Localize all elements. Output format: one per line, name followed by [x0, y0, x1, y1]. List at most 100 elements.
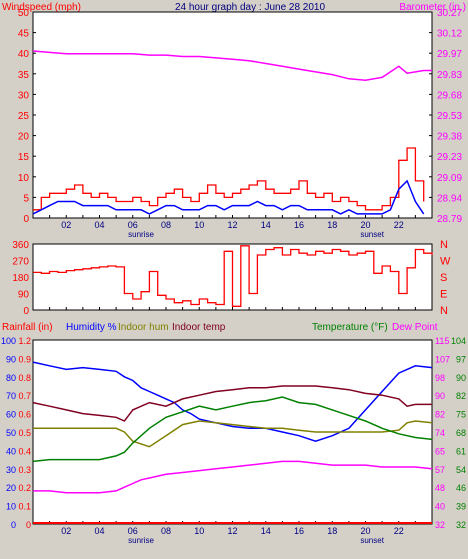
humidity-tick-label: 70	[6, 391, 16, 401]
indoor-temp-axis-title: Indoor temp	[172, 322, 226, 333]
rainfall-tick-label: 0.7	[18, 391, 31, 401]
windspeed-x-tick-label: 06	[128, 220, 138, 230]
windspeed-tick-label: 15	[18, 152, 30, 163]
barometer-tick-label: 29.53	[437, 111, 462, 122]
windspeed-x-tick-label: 16	[294, 220, 304, 230]
sunset-label: sunset	[360, 230, 384, 239]
series-windspeed-gust	[33, 147, 425, 211]
windspeed-tick-label: 30	[18, 90, 30, 101]
dew-point-tick-label: 98	[435, 373, 445, 383]
compass-label: N	[440, 305, 448, 317]
humidity-x-tick-label: 02	[61, 526, 71, 536]
temperature-tick-label: 75	[456, 410, 466, 420]
temperature-tick-label: 39	[456, 502, 466, 512]
dew-point-tick-label: 48	[435, 483, 445, 493]
wind-direction-tick-label: 360	[12, 240, 29, 251]
temperature-tick-label: 46	[456, 483, 466, 493]
rainfall-tick-label: 0.3	[18, 465, 31, 475]
series-wind-direction	[33, 245, 433, 307]
windspeed-x-tick-label: 20	[360, 220, 370, 230]
rainfall-tick-label: 0.6	[18, 410, 31, 420]
humidity-tick-label: 30	[6, 465, 16, 475]
humidity-tick-label: 90	[6, 354, 16, 364]
wind-direction-tick-label: 0	[23, 306, 29, 317]
windspeed-tick-label: 20	[18, 132, 30, 143]
windspeed-x-tick-label: 14	[261, 220, 271, 230]
series-indoor-hum	[33, 420, 433, 448]
dew-point-tick-label: 32	[435, 520, 445, 530]
windspeed-tick-label: 35	[18, 70, 30, 81]
humidity-x-tick-label: 10	[194, 526, 204, 536]
windspeed-x-tick-label: 04	[94, 220, 104, 230]
windspeed-tick-label: 25	[18, 111, 30, 122]
indoor-hum-axis-title: Indoor hum	[118, 322, 169, 333]
rainfall-tick-label: 1.2	[18, 336, 31, 346]
wind-direction-tick-label: 270	[12, 257, 29, 268]
humidity-tick-label: 0	[11, 520, 16, 530]
series-windspeed-average	[32, 179, 425, 215]
temperature-tick-label: 90	[456, 373, 466, 383]
windspeed-tick-label: 5	[23, 193, 29, 204]
dew-point-tick-label: 115	[435, 336, 449, 346]
humidity-tick-label: 40	[6, 446, 16, 456]
windspeed-x-tick-label: 18	[327, 220, 337, 230]
windspeed-panel	[32, 11, 433, 219]
windspeed-tick-label: 45	[18, 29, 30, 40]
humidity-x-tick-label: 12	[227, 526, 237, 536]
humidity-tick-label: 10	[6, 502, 16, 512]
compass-label: N	[440, 239, 448, 251]
temperature-tick-label: 54	[456, 465, 466, 475]
dew-point-tick-label: 74	[435, 428, 445, 438]
windspeed-x-tick-label: 02	[61, 220, 71, 230]
dew-point-tick-label: 40	[435, 502, 445, 512]
rainfall-tick-label: 0.8	[18, 373, 31, 383]
humidity-tick-label: 80	[6, 373, 16, 383]
humidity-tick-label: 20	[6, 483, 16, 493]
dew-point-tick-label: 90	[435, 391, 445, 401]
barometer-tick-label: 29.83	[437, 70, 462, 81]
barometer-tick-label: 29.68	[437, 90, 462, 101]
barometer-tick-label: 29.23	[437, 152, 462, 163]
barometer-tick-label: 29.38	[437, 132, 462, 143]
wind-direction-tick-label: 90	[18, 290, 30, 301]
series-humidity	[32, 361, 433, 442]
barometer-tick-label: 29.09	[437, 173, 462, 184]
humidity-x-tick-label: 16	[294, 526, 304, 536]
dew-point-tick-label: 107	[435, 354, 450, 364]
dew-point-tick-label: 82	[435, 410, 445, 420]
series-barometer	[32, 50, 432, 81]
windspeed-axis-title: Windspeed (mph)	[2, 2, 81, 13]
rainfall-tick-label: 0.9	[18, 354, 31, 364]
temperature-tick-label: 32	[456, 520, 466, 530]
sunset-label: sunset	[360, 536, 384, 545]
rainfall-tick-label: 0.2	[18, 483, 31, 493]
sunrise-label: sunrise	[128, 230, 154, 239]
windspeed-x-tick-label: 10	[194, 220, 204, 230]
compass-label: W	[440, 256, 451, 268]
humidity-x-tick-label: 04	[94, 526, 104, 536]
humidity-x-tick-label: 06	[128, 526, 138, 536]
rainfall-tick-label: 0.4	[18, 446, 31, 456]
humidity-tick-label: 100	[1, 336, 16, 346]
temperature-tick-label: 61	[456, 446, 466, 456]
dew-point-axis-title: Dew Point	[392, 322, 438, 333]
temperature-tick-label: 82	[456, 391, 466, 401]
series-dew-point	[33, 460, 433, 494]
series-temperature	[32, 396, 433, 463]
wind-direction-tick-label: 180	[12, 273, 29, 284]
humidity-tick-label: 50	[6, 428, 16, 438]
humidity-tick-label: 60	[6, 410, 16, 420]
rainfall-tick-label: 0.5	[18, 428, 31, 438]
sunrise-label: sunrise	[128, 536, 154, 545]
windspeed-tick-label: 50	[18, 8, 30, 19]
chart-title: 24 hour graph day : June 28 2010	[175, 2, 326, 13]
temperature-axis-title: Temperature (°F)	[312, 322, 388, 333]
windspeed-tick-label: 0	[23, 214, 29, 225]
barometer-tick-label: 28.79	[437, 214, 462, 225]
rainfall-tick-label: 0.1	[18, 502, 31, 512]
windspeed-x-tick-label: 12	[227, 220, 237, 230]
windspeed-tick-label: 40	[18, 49, 30, 60]
windspeed-x-tick-label: 22	[394, 220, 404, 230]
compass-label: S	[440, 272, 447, 284]
